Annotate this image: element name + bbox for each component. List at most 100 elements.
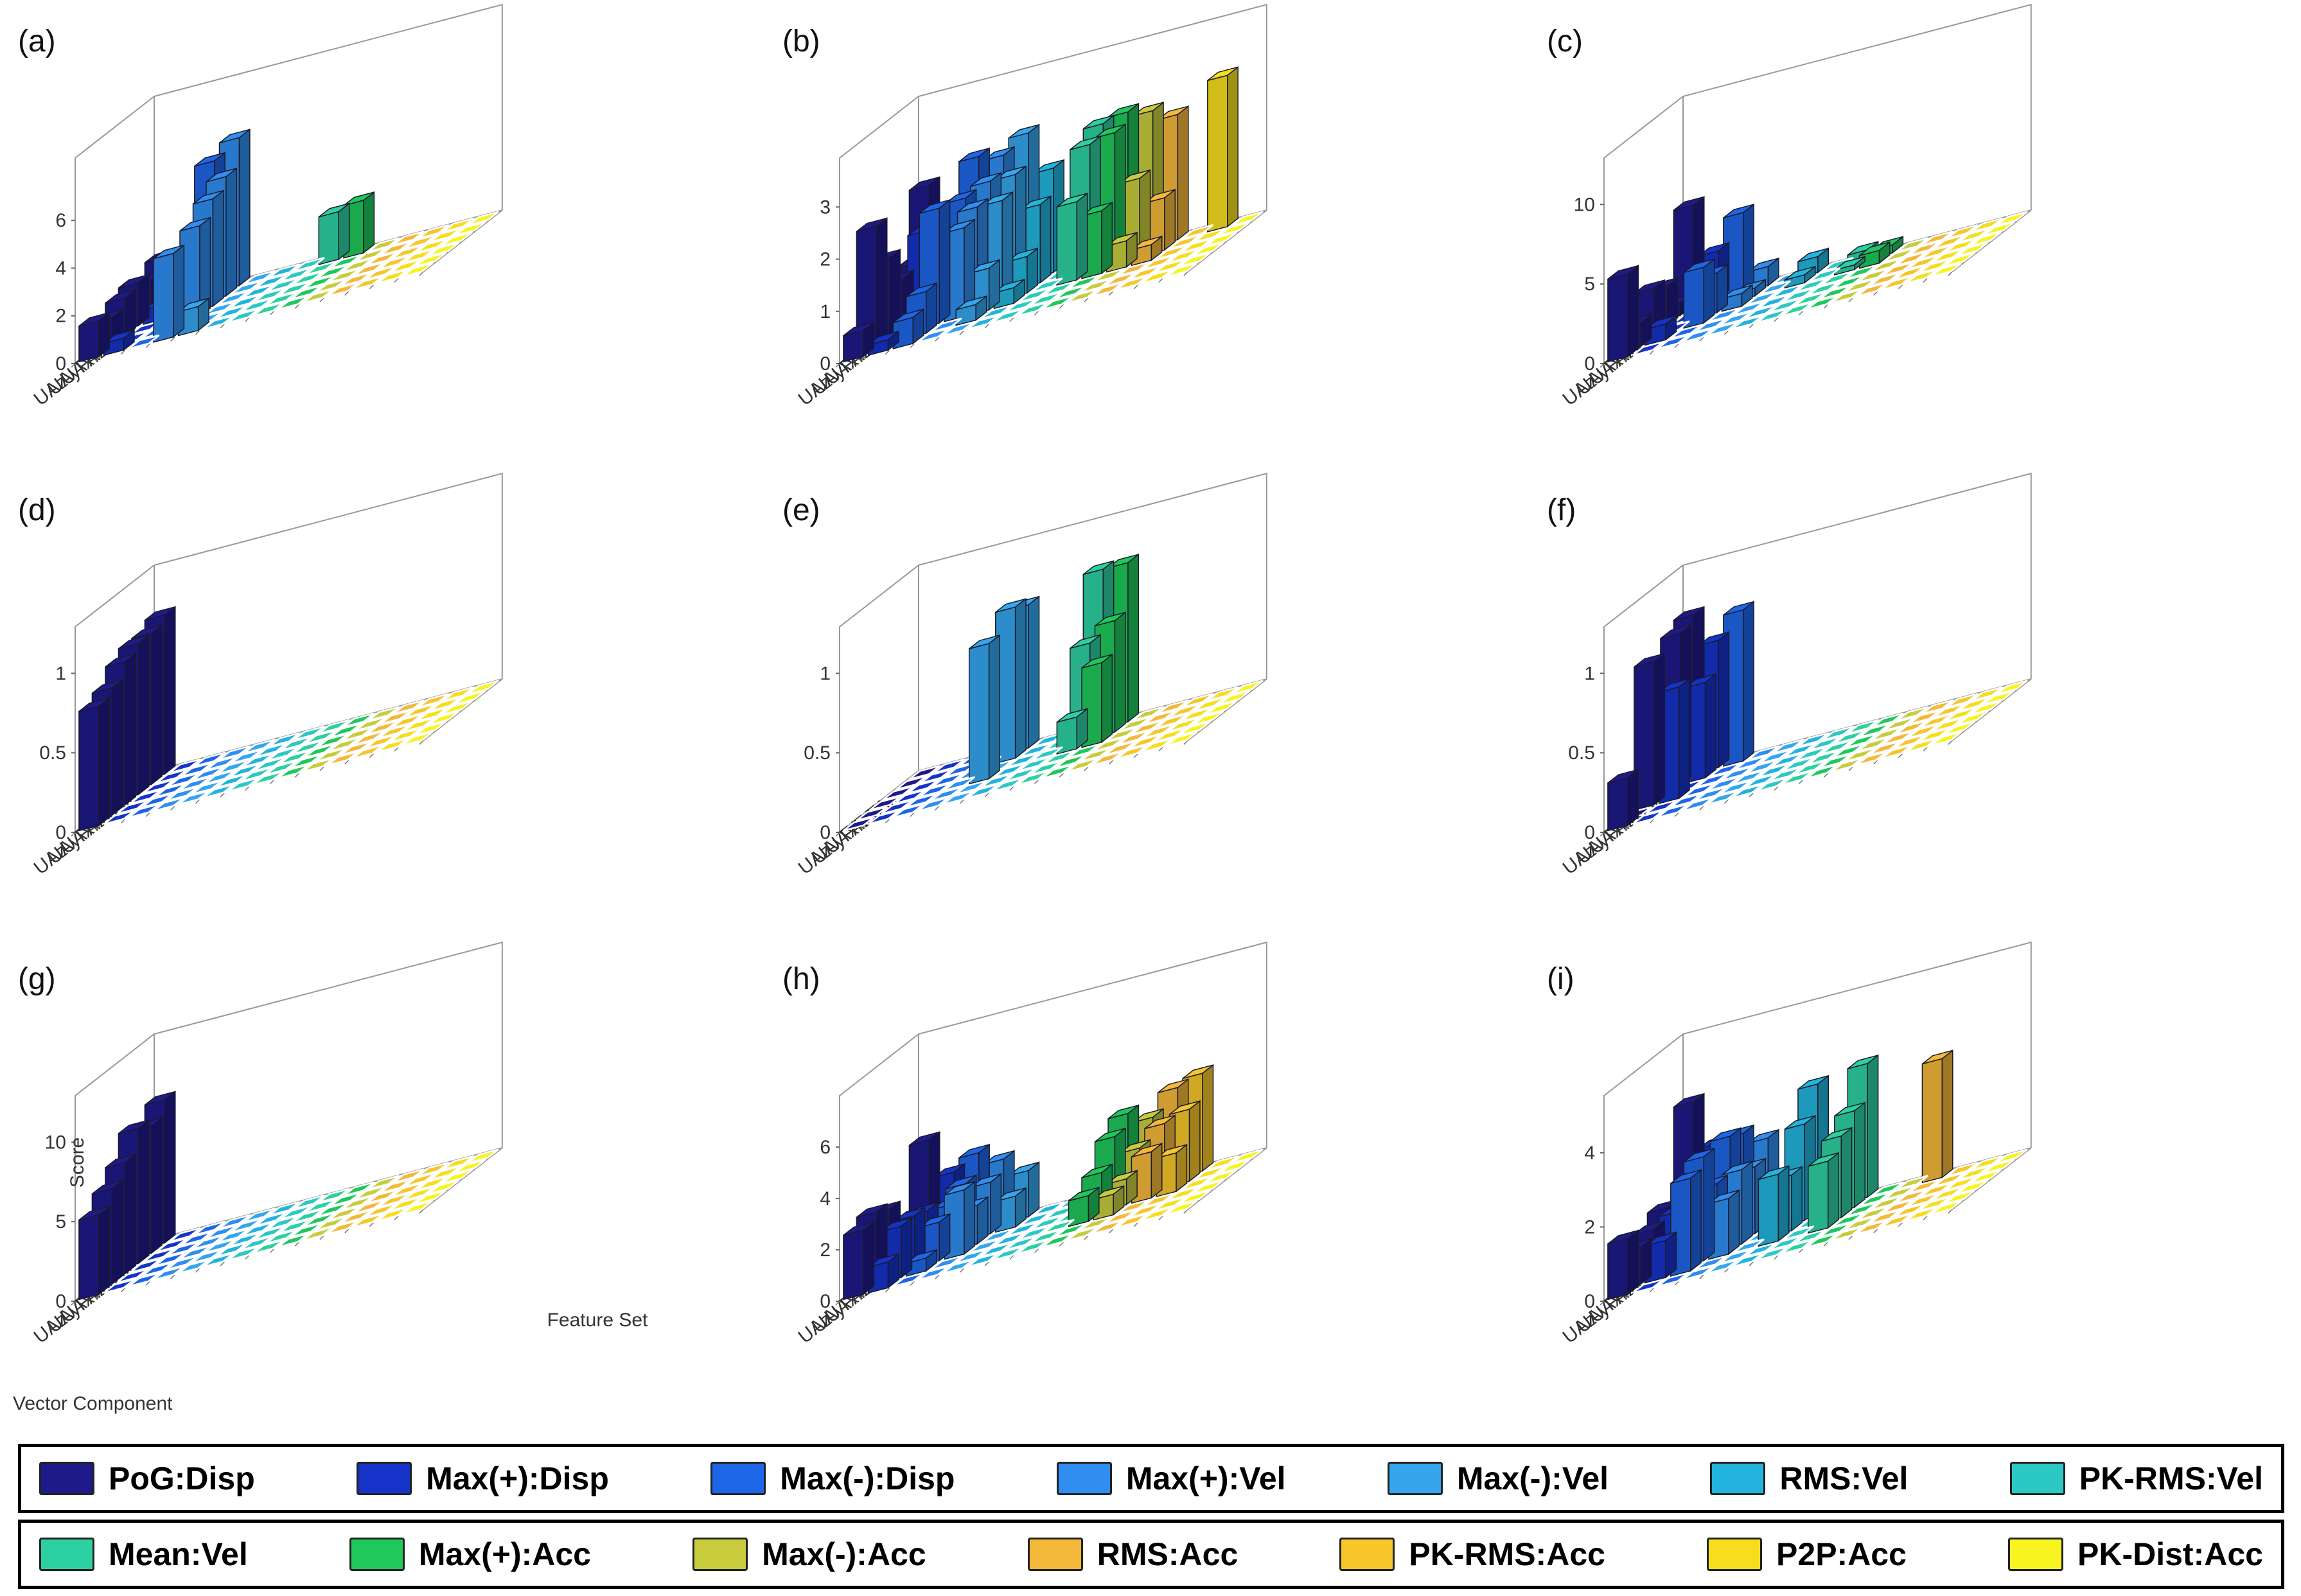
bar <box>1784 742 1816 758</box>
feature-tick <box>1749 1261 1754 1267</box>
bar-top-face <box>1008 124 1040 139</box>
bar <box>843 816 875 832</box>
bar-side-face <box>98 1206 110 1295</box>
bar <box>1821 739 1853 755</box>
feature-tick <box>835 363 840 368</box>
bar-top-face <box>1831 1226 1863 1241</box>
bar <box>392 699 425 715</box>
bar <box>318 1188 350 1204</box>
bar <box>1168 703 1201 719</box>
feature-tick <box>1898 1222 1903 1227</box>
legend-item: P2P:Acc <box>1707 1536 1907 1573</box>
feature-tick <box>1059 1241 1064 1247</box>
bar <box>967 784 999 799</box>
bar-top-face <box>1116 744 1148 760</box>
bar <box>328 1206 360 1221</box>
bar <box>454 1159 486 1174</box>
bar-top-face <box>340 1209 372 1225</box>
bar-top-face <box>1168 234 1201 250</box>
bar-side-face <box>1718 631 1730 769</box>
bar <box>1945 1175 1977 1191</box>
bar-top-face <box>428 1179 460 1195</box>
bar-top-face <box>227 777 260 793</box>
bar-top-face <box>1167 248 1199 264</box>
bar-top-face <box>1907 1193 1939 1208</box>
bar <box>1794 760 1826 776</box>
bar-top-face <box>1116 1213 1148 1229</box>
bar-front-face <box>318 211 340 265</box>
bar <box>141 1261 173 1277</box>
bar-top-face <box>153 796 185 812</box>
bar <box>1055 285 1087 300</box>
bar-top-face <box>177 790 209 805</box>
feature-tick <box>120 350 125 355</box>
bar <box>143 1248 175 1263</box>
bar-top-face <box>391 714 423 729</box>
bar-top-face <box>1895 1189 1927 1204</box>
panel-letter: (b) <box>782 24 820 58</box>
legend-swatch <box>1707 1538 1763 1571</box>
bar-top-face <box>105 289 136 304</box>
bar-top-face <box>1682 796 1714 812</box>
bar-top-face <box>443 217 474 233</box>
bar-top-face <box>894 789 926 805</box>
bar <box>1041 295 1073 310</box>
bar-top-face <box>1769 767 1801 782</box>
feature-tick <box>885 350 890 355</box>
bar <box>1870 1195 1902 1211</box>
feature-tick <box>860 825 865 830</box>
bar-top-face <box>980 1242 1012 1258</box>
bar <box>443 1155 474 1171</box>
floor-right-edge <box>1952 678 2032 741</box>
bar-top-face <box>279 281 310 297</box>
bar-top-face <box>895 775 928 791</box>
bar-top-face <box>401 731 434 746</box>
bar-top-face <box>1932 1186 1964 1202</box>
bar <box>1231 680 1264 695</box>
bar-top-face <box>218 1214 251 1229</box>
bar-top-face <box>392 699 425 715</box>
bar-top-face <box>1919 727 1950 743</box>
feature-tick <box>1699 337 1704 342</box>
bar-top-face <box>1194 227 1226 243</box>
bar <box>1634 653 1666 811</box>
feature-tick <box>1674 1281 1679 1286</box>
bar <box>1880 1213 1912 1229</box>
bar-top-face <box>1895 720 1927 735</box>
bar <box>993 763 1025 778</box>
bar <box>128 803 160 819</box>
bar <box>265 291 297 307</box>
bar-side-face <box>1114 611 1126 733</box>
bar-top-face <box>1055 285 1087 300</box>
bar-top-face <box>1869 741 1901 756</box>
bar-top-face <box>1870 258 1902 273</box>
bar <box>1104 272 1136 287</box>
bar-top-face <box>355 1185 387 1200</box>
bar <box>1144 710 1176 725</box>
bar-side-face <box>125 653 137 806</box>
bar <box>1156 245 1188 260</box>
bar <box>1645 314 1677 346</box>
bar-top-face <box>1856 1220 1888 1235</box>
bar-top-face <box>1030 291 1062 307</box>
bar <box>942 1259 974 1274</box>
z-tick-label: 5 <box>1584 274 1595 295</box>
bar <box>1919 258 1950 274</box>
bar <box>392 1168 425 1184</box>
bar <box>1192 241 1224 257</box>
feature-tick <box>984 1261 989 1267</box>
bar-top-face <box>1066 757 1098 773</box>
bar-top-face <box>303 743 335 759</box>
bar <box>1745 304 1777 320</box>
bar-top-face <box>1880 744 1912 760</box>
bar <box>192 1234 224 1250</box>
bar-top-face <box>1118 1199 1150 1215</box>
bar <box>317 1202 349 1217</box>
bar <box>1857 268 1889 283</box>
bar <box>1030 760 1062 776</box>
bar-top-face <box>1872 1181 1904 1197</box>
bar-top-face <box>1192 241 1224 257</box>
feature-tick <box>1898 753 1903 759</box>
bar <box>154 782 186 798</box>
bar-top-face <box>1821 270 1853 286</box>
